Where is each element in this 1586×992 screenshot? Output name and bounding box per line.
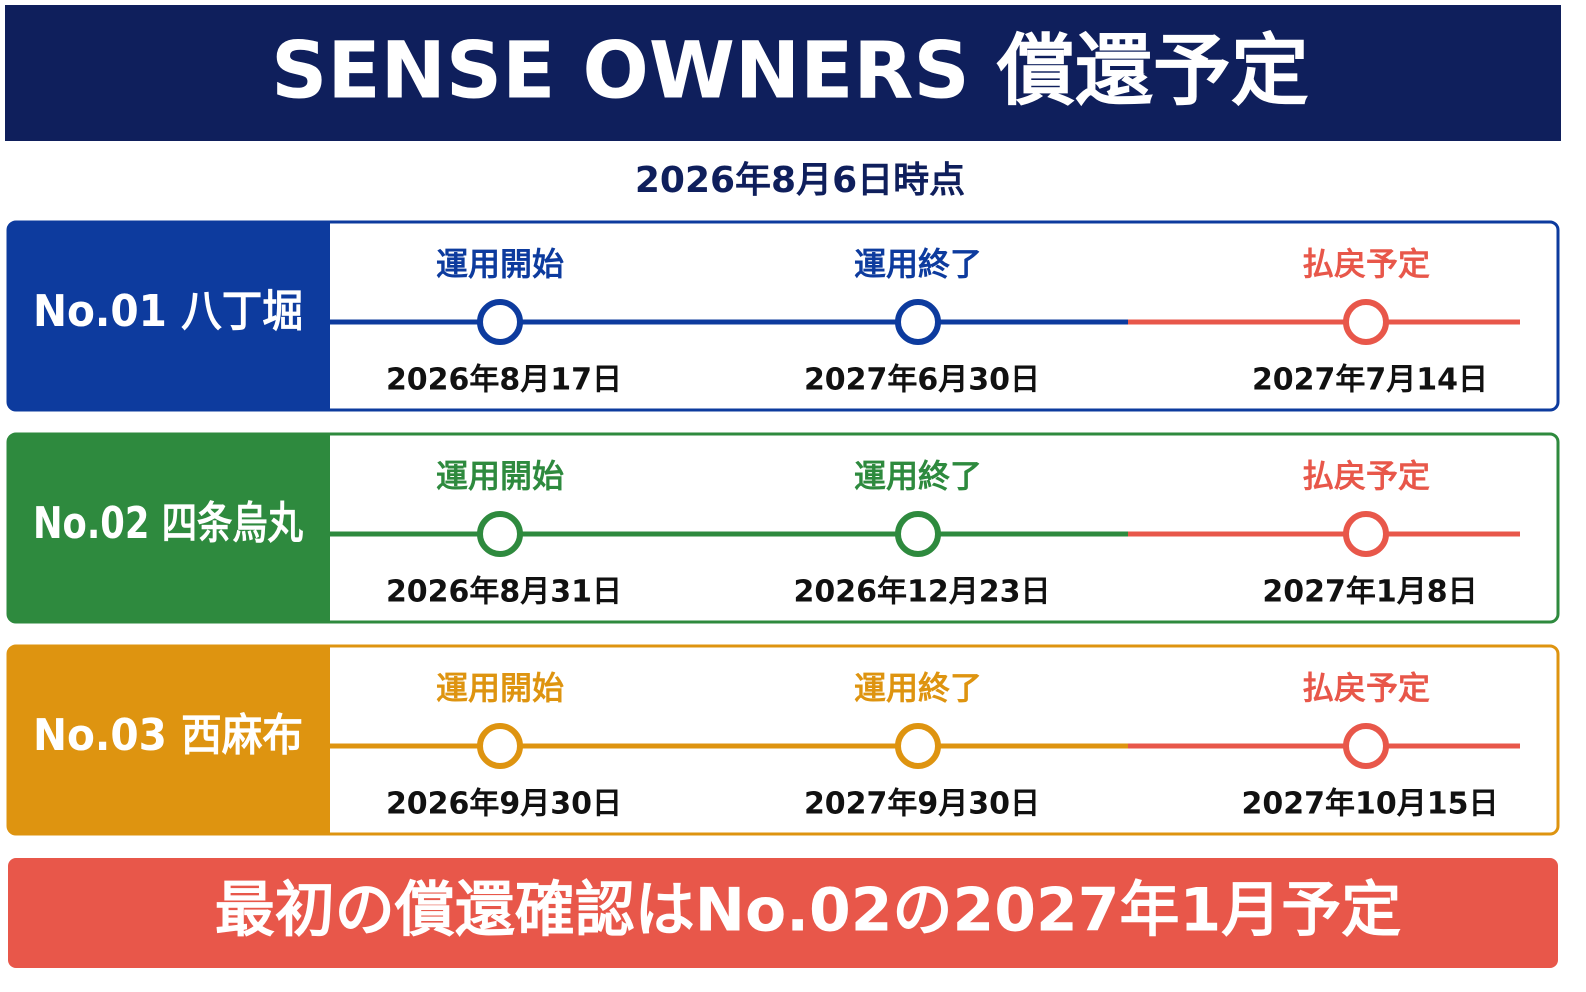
- milestone-dot: [895, 723, 941, 769]
- milestone-date: 2027年1月8日: [1262, 575, 1477, 610]
- milestone-label: 払戻予定: [1302, 457, 1430, 495]
- milestone-label: 運用終了: [854, 457, 982, 495]
- milestone-date: 2027年6月30日: [804, 363, 1040, 398]
- milestone-date: 2026年8月31日: [386, 575, 622, 610]
- milestone-date: 2027年9月30日: [804, 787, 1040, 822]
- row-label-block: [8, 646, 330, 834]
- milestone-label: 運用開始: [436, 245, 564, 283]
- milestone-label: 運用開始: [436, 669, 564, 707]
- milestone-date: 2026年12月23日: [794, 575, 1051, 610]
- milestone-date: 2027年7月14日: [1252, 363, 1488, 398]
- milestone-dot: [895, 299, 941, 345]
- milestone-date: 2027年10月15日: [1242, 787, 1499, 822]
- milestone-label: 払戻予定: [1302, 245, 1430, 283]
- header-band: [5, 5, 1561, 141]
- footer-band: [8, 858, 1558, 968]
- rows: No.01 八丁堀運用開始2026年8月17日運用終了2027年6月30日払戻予…: [6, 220, 1560, 836]
- milestone-dot: [895, 511, 941, 557]
- row-label: No.01 八丁堀: [33, 286, 303, 337]
- row-label-block: [8, 434, 330, 622]
- row-label-block: [8, 222, 330, 410]
- title: SENSE OWNERS 償還予定: [271, 26, 1309, 116]
- milestone-dot: [477, 511, 523, 557]
- milestone-dot: [477, 723, 523, 769]
- milestone-dot: [1343, 299, 1389, 345]
- milestone-date: 2026年9月30日: [386, 787, 622, 822]
- milestone-label: 運用終了: [854, 669, 982, 707]
- milestone-dot: [477, 299, 523, 345]
- row-label: No.03 西麻布: [33, 710, 303, 761]
- milestone-label: 運用終了: [854, 245, 982, 283]
- as-of-date: 2026年8月6日時点: [635, 160, 965, 201]
- milestone-date: 2026年8月17日: [386, 363, 622, 398]
- milestone-label: 払戻予定: [1302, 669, 1430, 707]
- row-label: No.02 四条烏丸: [33, 498, 303, 549]
- footer-text: 最初の償還確認はNo.02の2027年1月予定: [215, 876, 1401, 946]
- milestone-dot: [1343, 511, 1389, 557]
- milestone-dot: [1343, 723, 1389, 769]
- milestone-label: 運用開始: [436, 457, 564, 495]
